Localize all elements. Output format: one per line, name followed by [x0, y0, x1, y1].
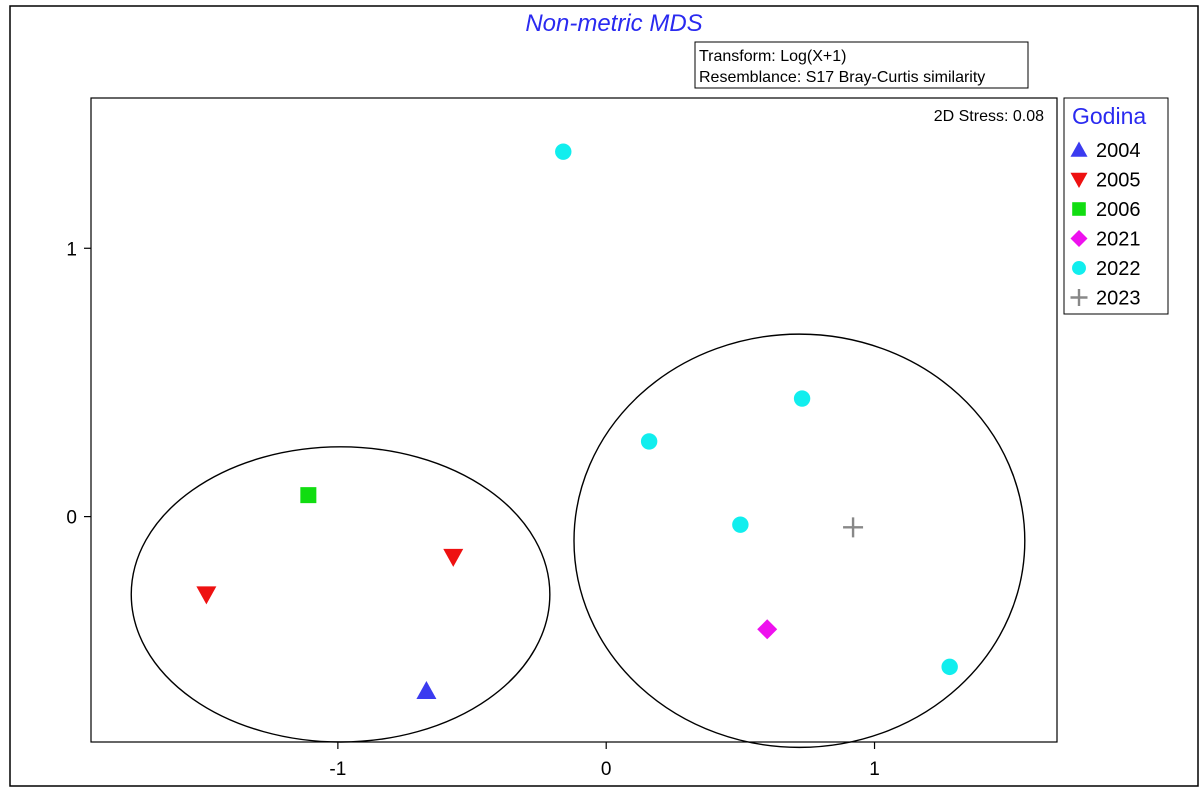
y-tick-label: 0	[66, 508, 77, 529]
legend-marker-2005	[1070, 172, 1088, 188]
legend-marker-2022	[1072, 261, 1086, 275]
info-box	[694, 41, 1029, 89]
data-point-2022	[555, 143, 572, 160]
stress-label: 2D Stress: 0.08	[934, 108, 1044, 125]
data-point-2005	[443, 548, 464, 567]
data-point-2022	[941, 658, 958, 676]
data-point-2022	[732, 516, 749, 533]
x-tick-label: 1	[869, 759, 880, 780]
legend-label-2022: 2022	[1096, 258, 1141, 280]
axis-ticks: -1 0 1 0 1	[66, 239, 879, 780]
legend-title: Godina	[1072, 103, 1146, 129]
data-point-2022	[793, 390, 811, 407]
legend-label-2004: 2004	[1096, 140, 1141, 162]
legend-items: 2004 2005 2006 2021 2022 2023	[1070, 140, 1141, 310]
legend-label-2023: 2023	[1096, 288, 1141, 310]
legend-marker-2006	[1072, 202, 1086, 216]
data-point-2005	[196, 586, 217, 605]
legend-label-2005: 2005	[1096, 170, 1141, 192]
cluster-ellipse	[130, 446, 551, 743]
data-point-2022	[640, 433, 658, 450]
legend-label-2021: 2021	[1096, 229, 1141, 251]
data-point-2023	[843, 517, 864, 538]
data-point-2021	[757, 619, 778, 640]
plot-area	[90, 97, 1058, 743]
info-resemblance: Resemblance: S17 Bray-Curtis similarity	[699, 69, 985, 86]
legend-marker-2023	[1070, 289, 1088, 306]
x-tick-label: 0	[601, 759, 612, 780]
x-tick-label: -1	[329, 759, 346, 780]
legend-marker-2004	[1070, 141, 1088, 157]
y-tick-label: 1	[66, 239, 77, 260]
data-point-2004	[416, 681, 437, 700]
cluster-ellipses	[130, 333, 1026, 749]
data-points	[196, 143, 958, 700]
legend-label-2006: 2006	[1096, 199, 1141, 221]
chart-title: Non-metric MDS	[525, 10, 702, 37]
data-point-2006	[300, 487, 317, 504]
legend-marker-2021	[1070, 230, 1088, 247]
cluster-ellipse	[573, 333, 1026, 749]
info-transform: Transform: Log(X+1)	[699, 48, 846, 65]
